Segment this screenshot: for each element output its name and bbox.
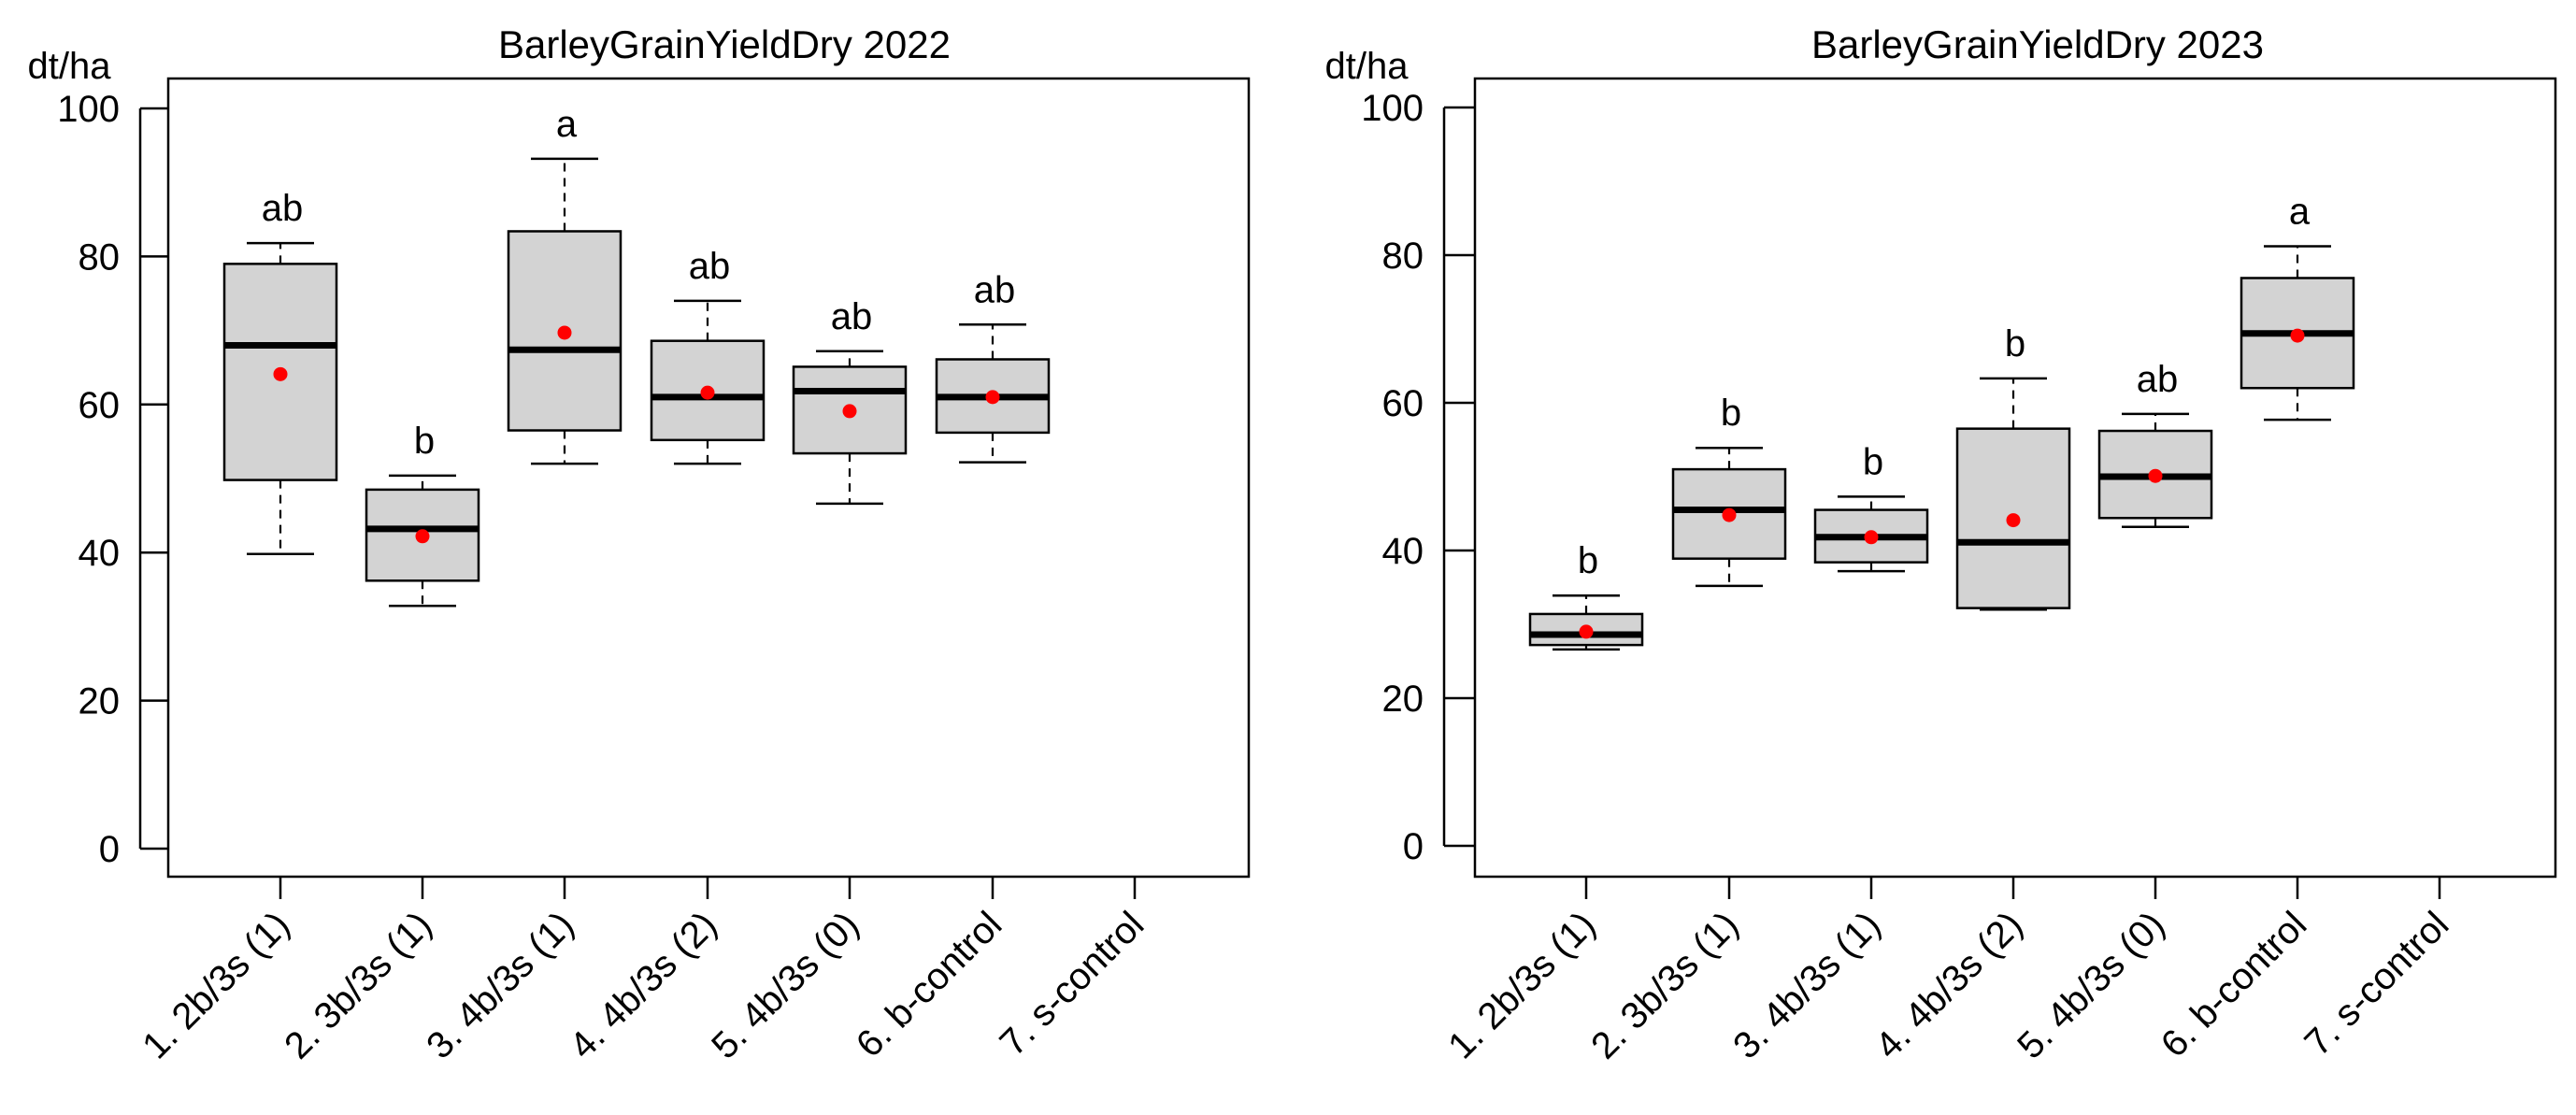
x-tick-label: 2. 3b/3s (1) (1583, 904, 1746, 1066)
mean-point (557, 325, 572, 340)
y-tick-label: 20 (79, 681, 121, 722)
box-group: ab (650, 246, 766, 465)
box-group: b (1955, 323, 2071, 611)
y-tick-label: 0 (99, 829, 120, 870)
x-tick-label: 5. 4b/3s (0) (704, 904, 866, 1066)
significance-letter: a (2289, 192, 2311, 233)
chart-panel-2: BarleyGrainYieldDry 2023 dt/ha 0 20 40 60 80 10… (1325, 22, 2557, 1066)
mean-point (273, 366, 288, 381)
significance-letter: ab (2137, 359, 2179, 400)
y-tick-label: 100 (1361, 88, 1424, 129)
y-axis-unit-label: dt/ha (1325, 46, 1410, 87)
x-tick-label: 3. 4b/3s (1) (1725, 904, 1888, 1066)
x-tick-label: 6. b-control (849, 904, 1010, 1065)
mean-point (1722, 507, 1737, 522)
x-tick-label: 4. 4b/3s (2) (562, 904, 724, 1066)
x-tick-label: 6. b-control (2154, 904, 2315, 1065)
mean-point (2006, 513, 2021, 528)
plot-frame (1473, 77, 2557, 879)
x-tick-label: 4. 4b/3s (2) (1868, 904, 2030, 1066)
box-group: ab (2097, 359, 2213, 528)
significance-letter: b (1721, 393, 1741, 434)
mean-point (1864, 530, 1879, 545)
y-tick-label: 0 (1403, 826, 1424, 867)
mean-point (2148, 468, 2163, 483)
chart-title: BarleyGrainYieldDry 2022 (498, 22, 951, 66)
chart-title: BarleyGrainYieldDry 2023 (1811, 22, 2264, 66)
box-group: b (1813, 441, 1929, 573)
box-group: a (2240, 192, 2355, 422)
box-group: b (1671, 393, 1787, 588)
y-tick-label: 40 (79, 533, 121, 574)
significance-letter: ab (262, 188, 304, 229)
box-group: ab (935, 269, 1051, 464)
mean-point (985, 390, 1000, 405)
box-group: ab (222, 188, 338, 556)
significance-letter: ab (831, 296, 873, 337)
significance-letter: ab (974, 269, 1016, 310)
mean-point (415, 529, 430, 544)
y-tick-label: 20 (1382, 679, 1424, 720)
significance-letter: b (1863, 441, 1883, 482)
significance-letter: b (414, 421, 435, 462)
mean-point (2290, 328, 2305, 343)
y-tick-label: 60 (1382, 383, 1424, 424)
box-group: ab (792, 296, 908, 506)
significance-letter: b (2005, 323, 2025, 365)
box-group: b (365, 421, 480, 608)
y-tick-label: 40 (1382, 531, 1424, 572)
y-tick-label: 100 (57, 89, 120, 130)
significance-letter: b (1578, 540, 1598, 581)
significance-letter: a (556, 104, 578, 145)
box-group: a (507, 104, 623, 465)
x-tick-label: 2. 3b/3s (1) (277, 904, 439, 1066)
x-tick-label: 5. 4b/3s (0) (2010, 904, 2172, 1066)
chart-panel-1: BarleyGrainYieldDry 2022 dt/ha 0 20 40 60 80 10… (28, 22, 1251, 1066)
box-group: b (1528, 540, 1644, 651)
mean-point (1579, 624, 1594, 639)
y-axis-unit-label: dt/ha (28, 46, 112, 87)
significance-letter: ab (689, 246, 731, 287)
mean-point (842, 404, 857, 419)
x-tick-label: 1. 2b/3s (1) (1440, 904, 1603, 1066)
x-tick-label: 7. s-control (2297, 904, 2456, 1064)
x-tick-label: 1. 2b/3s (1) (135, 904, 297, 1066)
x-tick-label: 7. s-control (992, 904, 1152, 1064)
x-tick-label: 3. 4b/3s (1) (419, 904, 581, 1066)
y-tick-label: 80 (79, 236, 121, 278)
mean-point (700, 385, 715, 400)
y-tick-label: 60 (79, 385, 121, 426)
y-tick-label: 80 (1382, 236, 1424, 277)
